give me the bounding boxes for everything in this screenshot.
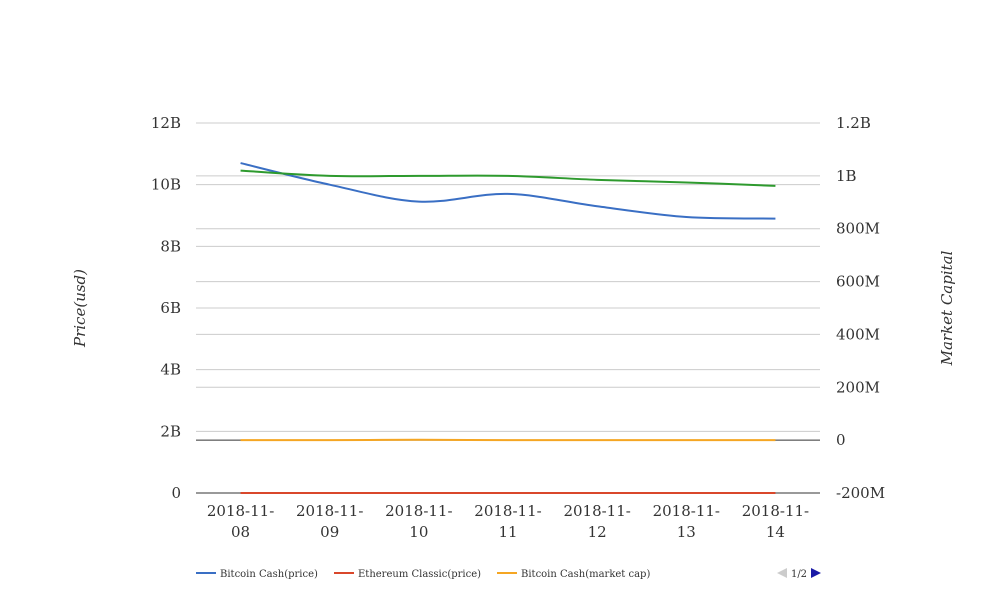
x-tick-label: 2018-11-	[207, 502, 274, 520]
x-tick-label: 13	[677, 523, 696, 541]
right-tick-label: 600M	[836, 273, 880, 291]
series-lines	[240, 162, 776, 495]
x-tick-label: 2018-11-	[742, 502, 809, 520]
x-tick-label: 08	[231, 523, 250, 541]
right-tick-label: 800M	[836, 220, 880, 238]
x-tick-label: 2018-11-	[385, 502, 452, 520]
legend-label[interactable]: Ethereum Classic(price)	[358, 569, 481, 580]
left-tick-label: 2B	[160, 422, 181, 440]
x-tick-label: 11	[498, 523, 517, 541]
series-line-0	[240, 162, 776, 220]
zero-lines	[196, 439, 820, 494]
legend-label[interactable]: Bitcoin Cash(market cap)	[521, 569, 650, 580]
x-tick-label: 2018-11-	[653, 502, 720, 520]
x-tick-label: 2018-11-	[474, 502, 541, 520]
pager-next-icon[interactable]	[811, 568, 821, 578]
right-tick-label: 1.2B	[836, 114, 871, 132]
left-tick-label: 12B	[151, 114, 181, 132]
right-axis-title: Market Capital	[938, 250, 956, 366]
left-tick-label: 10B	[151, 176, 181, 194]
left-tick-label: 4B	[160, 361, 181, 379]
x-tick-label: 2018-11-	[563, 502, 630, 520]
pager-label: 1/2	[791, 569, 807, 580]
x-tick-label: 09	[320, 523, 339, 541]
x-tick-label: 10	[409, 523, 428, 541]
x-tick-label: 2018-11-	[296, 502, 363, 520]
x-axis-ticks: 2018-11- 08 2018-11- 09 2018-11- 10 2018-11- 11…	[207, 502, 809, 541]
legend-pager: 1/2	[777, 568, 821, 580]
x-tick-label: 12	[588, 523, 607, 541]
left-tick-label: 6B	[160, 299, 181, 317]
left-axis-ticks: 0 2B 4B 6B 8B 10B 12B	[151, 114, 181, 502]
grid-lines	[196, 122, 820, 432]
right-tick-label: 200M	[836, 378, 880, 396]
right-tick-label: 1B	[836, 167, 857, 185]
right-tick-label: 0	[836, 431, 846, 449]
pager-prev-icon[interactable]	[777, 568, 787, 578]
right-tick-label: 400M	[836, 325, 880, 343]
series-line-3	[240, 169, 776, 187]
legend-label[interactable]: Bitcoin Cash(price)	[220, 569, 318, 580]
left-tick-label: 0	[171, 484, 181, 502]
legend: Bitcoin Cash(price) Ethereum Classic(pric…	[196, 569, 650, 580]
left-tick-label: 8B	[160, 237, 181, 255]
x-tick-label: 14	[766, 523, 785, 541]
right-axis-ticks: -200M 0 200M 400M 600M 800M 1B 1.2B	[836, 114, 885, 502]
left-axis-title: Price(usd)	[71, 269, 89, 348]
right-tick-label: -200M	[836, 484, 885, 502]
